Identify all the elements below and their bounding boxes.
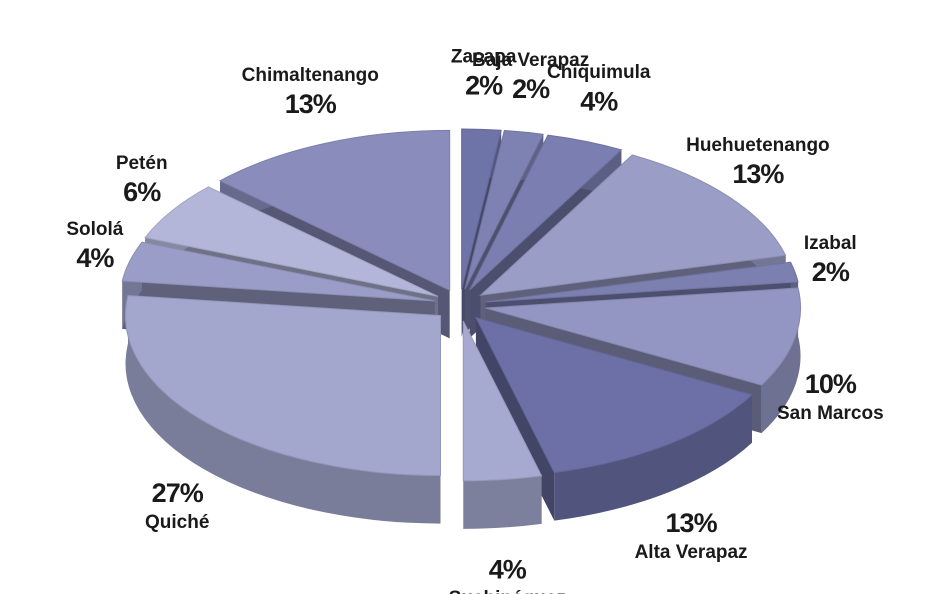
data-label: 2% [512, 74, 550, 104]
slice-top [485, 287, 802, 386]
slice-top [474, 316, 753, 474]
data-label: 10% [805, 369, 857, 399]
category-label: Zacapa [451, 46, 517, 67]
category-label: Suchipéquez [449, 588, 566, 594]
data-label: 6% [123, 177, 161, 207]
slice-top [125, 295, 441, 477]
category-label: Baja Verapaz [472, 50, 589, 71]
slice-side [463, 475, 542, 529]
slice-side [554, 394, 752, 521]
data-label: 13% [666, 508, 718, 538]
data-label: 27% [152, 478, 204, 508]
category-label: Sololá [66, 219, 123, 240]
category-label: Izabal [804, 233, 857, 254]
slice-top [479, 154, 787, 296]
category-label: Alta Verapaz [635, 542, 748, 563]
data-label: 4% [76, 243, 114, 273]
slice-top [469, 134, 623, 291]
data-label: 13% [732, 159, 784, 189]
slice-top [485, 261, 799, 303]
category-label: Chimaltenango [242, 65, 379, 86]
slice-side [761, 287, 801, 434]
category-label: Petén [116, 153, 168, 174]
data-label: 4% [580, 86, 618, 116]
slice-top [144, 186, 439, 297]
slice-top [218, 129, 451, 292]
category-label: Quiché [145, 512, 209, 533]
data-label: 4% [489, 554, 527, 584]
slice-side [125, 295, 441, 524]
data-label: 2% [812, 257, 850, 287]
data-label: 13% [285, 89, 337, 119]
data-label: 2% [465, 71, 503, 101]
slice [462, 320, 543, 529]
category-label: San Marcos [777, 403, 884, 424]
category-label: Huehuetenango [686, 135, 830, 156]
slice [125, 295, 441, 524]
slice-top [464, 130, 544, 290]
category-label: Chiquimula [547, 62, 651, 83]
slice-top [461, 128, 502, 290]
slice-top [462, 320, 543, 482]
slice-top [121, 241, 435, 302]
